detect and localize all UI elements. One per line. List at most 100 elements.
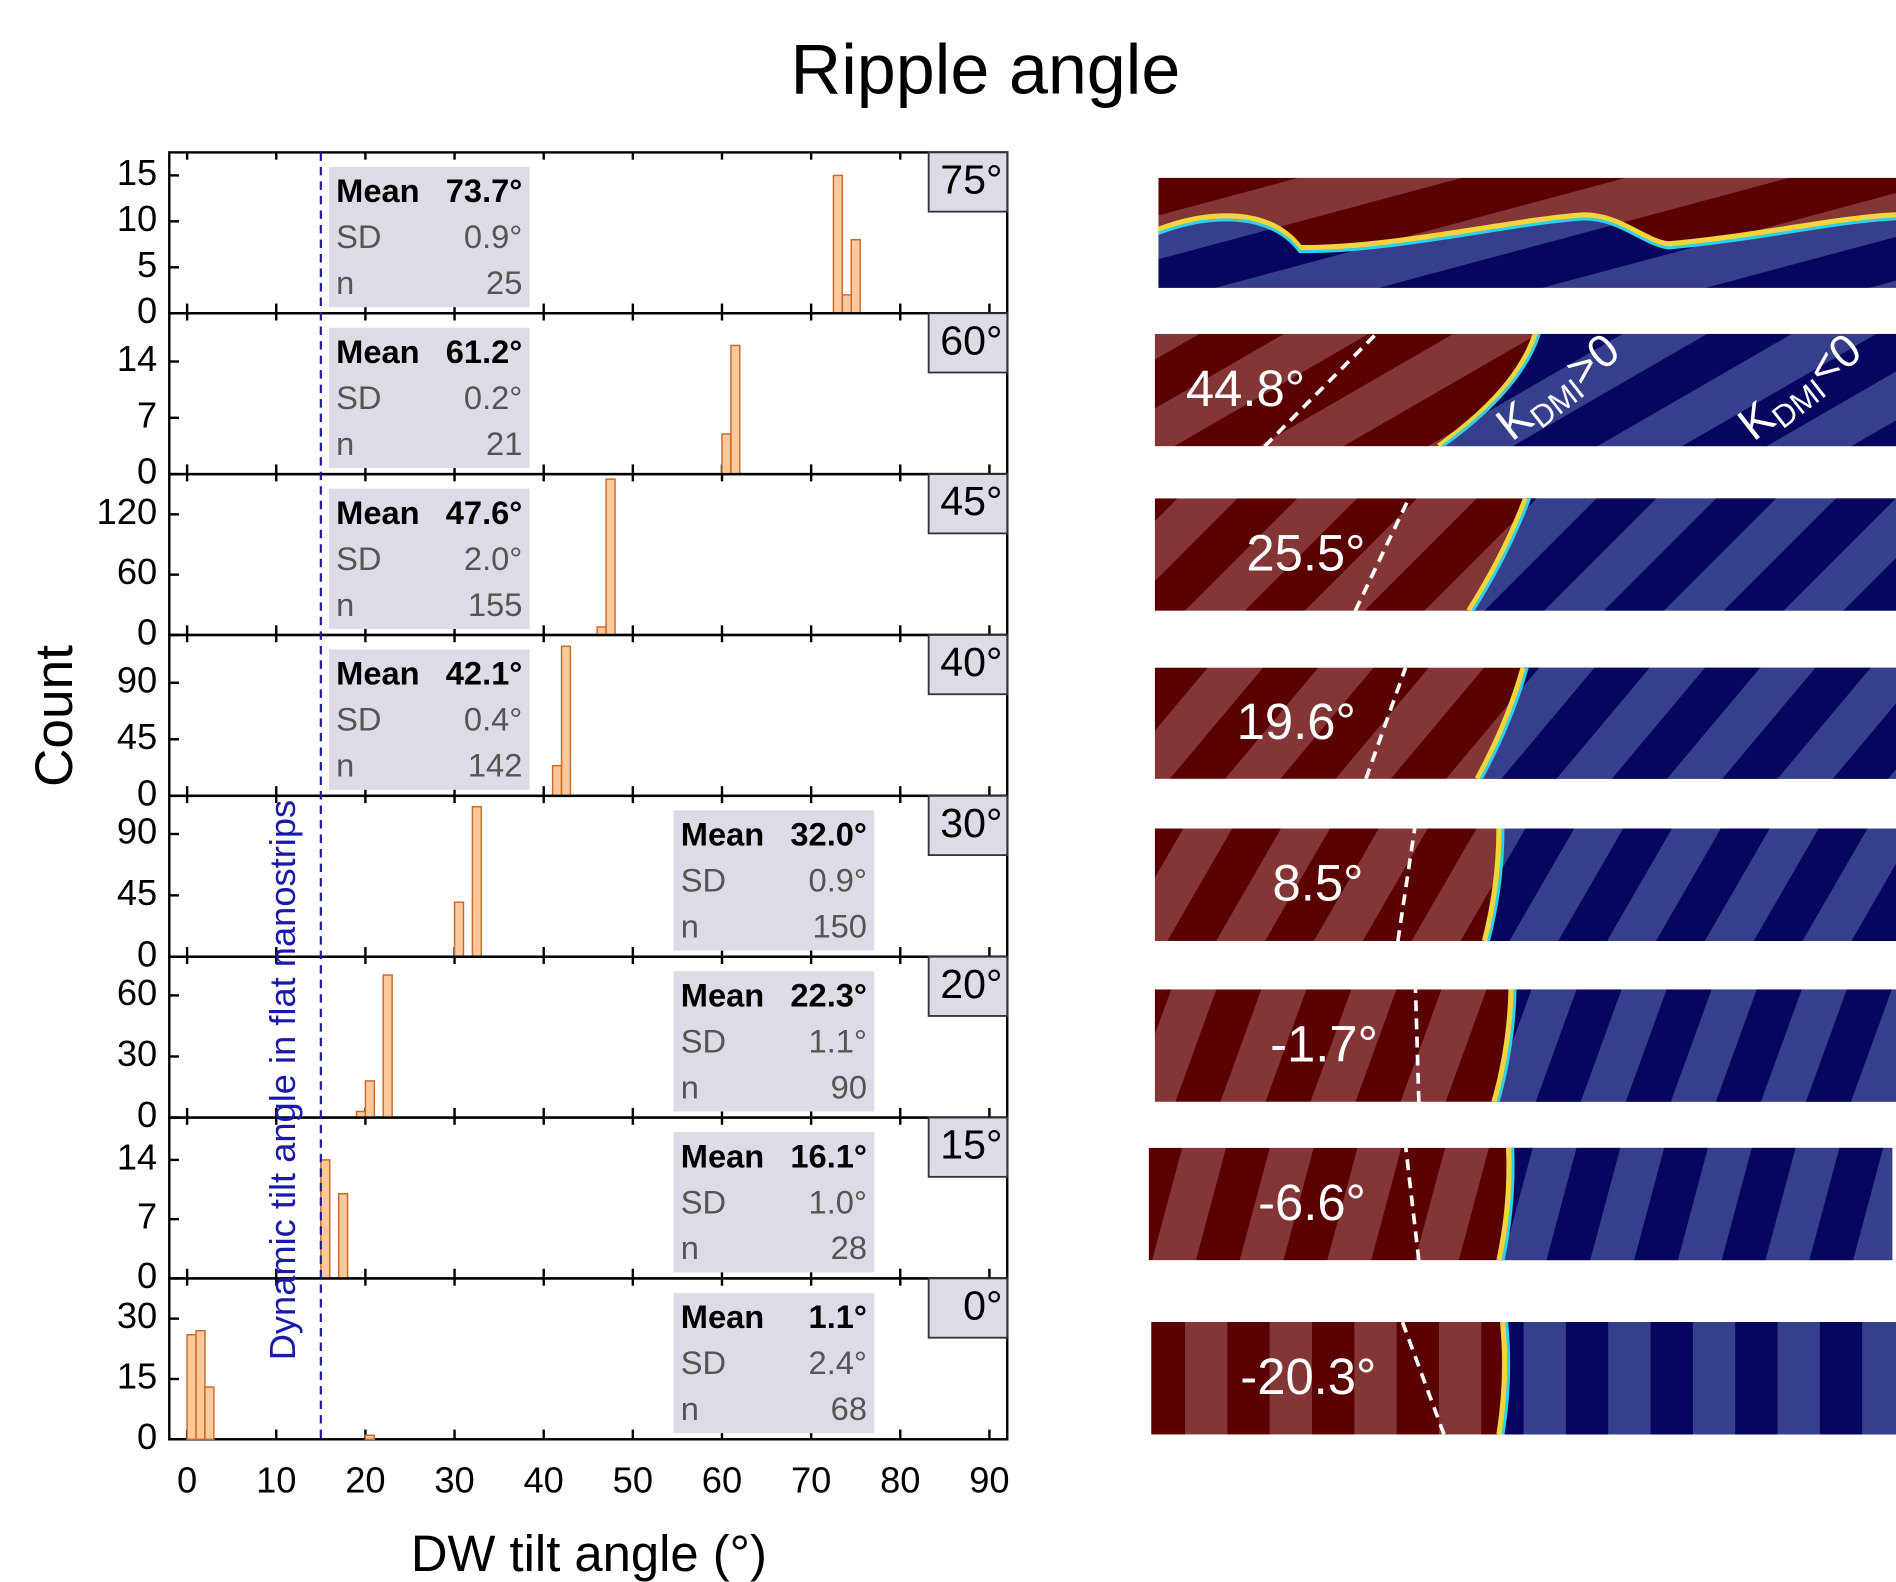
y-tick-label: 15	[117, 152, 157, 193]
x-tick-label: 60	[702, 1459, 742, 1500]
y-tick-label: 10	[117, 198, 157, 239]
stat-name: SD	[336, 379, 381, 416]
panel-frame	[168, 1277, 1009, 1441]
bar	[841, 294, 852, 314]
stat-name: Mean	[336, 333, 419, 370]
bar	[471, 806, 483, 958]
stat-value: 61.2°	[446, 333, 523, 370]
bar	[605, 478, 616, 636]
bar	[721, 433, 732, 475]
y-tick-label: 90	[117, 659, 157, 700]
domain-wall	[1479, 667, 1529, 779]
bar	[850, 238, 861, 314]
ripple-label: 45°	[940, 478, 1002, 524]
y-tick-label: 14	[117, 338, 157, 379]
bar	[186, 1333, 197, 1441]
stat-value: 2.0°	[464, 540, 522, 577]
ripple-label-box	[927, 151, 1009, 213]
y-tick-label: 0	[137, 612, 157, 653]
stat-name: Mean	[336, 172, 419, 209]
y-tick-label: 90	[117, 811, 157, 852]
domain-wall	[1158, 212, 1896, 251]
y-tick-label: 0	[137, 1094, 157, 1135]
stat-value: 32.0°	[790, 816, 867, 853]
y-tick-label: 14	[117, 1136, 157, 1177]
panel-frame	[168, 312, 1009, 476]
reference-annotation: Dynamic tilt angle in flat nanostrips	[262, 800, 303, 1360]
domain-wall	[1466, 498, 1529, 611]
bar	[453, 901, 465, 958]
stat-value: 73.7°	[446, 172, 523, 209]
tilt-line	[1364, 667, 1408, 779]
tilt-line	[1263, 333, 1378, 447]
y-axis-label: Count	[25, 645, 84, 787]
tilt-line	[1400, 1321, 1446, 1435]
stat-name: SD	[681, 1344, 726, 1381]
ripple-label: 20°	[940, 961, 1002, 1007]
bar	[204, 1386, 215, 1441]
stat-value: 22.3°	[790, 976, 867, 1013]
stats-box	[328, 166, 530, 308]
x-tick-label: 0	[177, 1459, 197, 1500]
simulation-image: 8.5°	[1154, 828, 1896, 941]
x-tick-label: 30	[434, 1459, 474, 1500]
x-tick-label: 50	[613, 1459, 653, 1500]
blue-domain	[1494, 989, 1896, 1102]
stat-name: Mean	[336, 655, 419, 692]
simulation-image: -20.3°	[1151, 1321, 1896, 1435]
tilt-label: 25.5°	[1246, 524, 1365, 581]
ripple-label: 0°	[963, 1283, 1002, 1329]
y-tick-label: 30	[117, 1295, 157, 1336]
tilt-label: 8.5°	[1273, 855, 1364, 912]
stat-name: Mean	[681, 1137, 764, 1174]
stats-box	[673, 971, 875, 1112]
stats-box	[673, 810, 875, 951]
domain-wall	[1158, 217, 1896, 254]
stat-value: 0.9°	[809, 862, 867, 899]
y-tick-label: 0	[137, 451, 157, 492]
stat-name: n	[336, 586, 354, 623]
stat-name: SD	[336, 218, 381, 255]
tilt-line	[1404, 1147, 1421, 1261]
ripple-label: 75°	[940, 156, 1002, 202]
stat-value: 1.1°	[809, 1022, 867, 1059]
tilt-line	[1353, 498, 1411, 611]
bar	[832, 174, 844, 314]
panel-frame	[168, 472, 1009, 637]
domain-wall	[1487, 828, 1505, 941]
tilt-label: 44.8°	[1186, 360, 1305, 417]
stat-value: 1.0°	[809, 1183, 867, 1220]
y-tick-label: 0	[137, 933, 157, 974]
tilt-label: -6.6°	[1258, 1174, 1366, 1231]
bar	[337, 1193, 349, 1280]
ripple-label-box	[927, 634, 1009, 696]
ripple-label: 40°	[940, 639, 1002, 685]
simulation-image: -1.7°	[1154, 989, 1896, 1102]
bar	[195, 1329, 206, 1441]
y-tick-label: 7	[137, 394, 157, 435]
stat-value: 0.9°	[464, 218, 522, 255]
x-tick-label: 90	[969, 1459, 1009, 1500]
stat-value: 47.6°	[446, 494, 523, 531]
domain-wall	[1501, 1321, 1511, 1435]
stats-box	[673, 1292, 875, 1434]
y-tick-label: 45	[117, 716, 157, 757]
y-tick-label: 5	[137, 244, 157, 285]
stat-value: 1.1°	[809, 1298, 867, 1335]
domain-wall	[1474, 667, 1527, 779]
ripple-label: 30°	[940, 800, 1002, 846]
blue-domain	[1438, 333, 1896, 447]
domain-wall	[1496, 989, 1517, 1102]
blue-domain	[1484, 828, 1896, 941]
ripple-label-box	[927, 473, 1009, 535]
stat-value: 28	[831, 1229, 867, 1266]
tilt-line	[1396, 828, 1417, 941]
stats-box	[328, 488, 530, 629]
stat-name: SD	[336, 701, 381, 738]
y-tick-label: 120	[97, 491, 158, 532]
simulation-image: 25.5°	[1154, 498, 1896, 611]
stat-value: 25	[486, 264, 522, 301]
stat-name: Mean	[681, 816, 764, 853]
